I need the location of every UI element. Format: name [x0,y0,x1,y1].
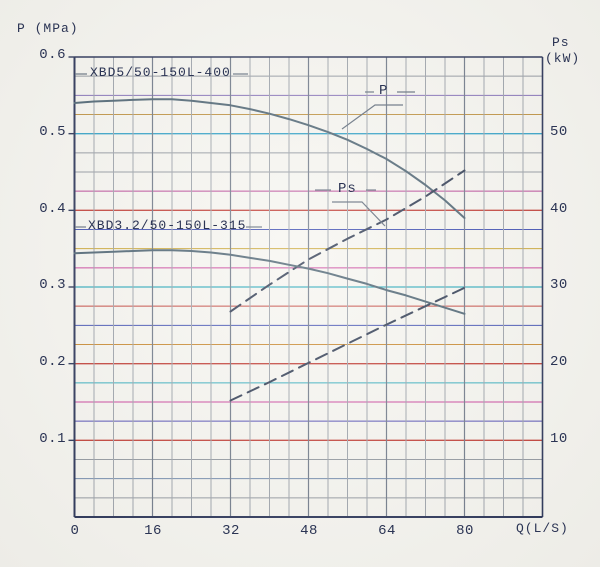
left-tick-0.4: 0.4 [39,201,66,217]
right-tick-20: 20 [550,354,568,370]
leader-line [341,104,403,130]
right-tick-50: 50 [550,124,568,140]
x-tick-64: 64 [378,523,396,539]
x-tick-0: 0 [70,523,80,539]
right-axis-title-line2: (kW) [545,51,581,66]
left-tick-0.2: 0.2 [39,354,66,370]
p-curve-callout-label: P [379,83,389,99]
x-axis-title: Q(L/S) [516,521,569,536]
left-tick-0.5: 0.5 [39,124,66,140]
x-tick-32: 32 [222,523,240,539]
curve-xbd32-p [73,249,466,315]
x-tick-48: 48 [300,523,318,539]
x-tick-16: 16 [144,523,162,539]
left-tick-0.1: 0.1 [39,431,66,447]
ps-curve-callout-label: Ps [338,181,357,197]
leader-line [332,201,386,227]
x-tick-80: 80 [456,523,474,539]
model-label-xbd5: XBD5/50-150L-400 [90,65,231,80]
left-tick-0.3: 0.3 [39,277,66,293]
right-axis-title-line1: Ps [552,35,570,50]
right-tick-40: 40 [550,201,568,217]
curve-xbd32-ps [229,286,466,402]
right-tick-10: 10 [550,431,568,447]
left-axis-title: P (MPa) [17,21,79,36]
left-tick-0.6: 0.6 [39,47,66,63]
model-label-xbd32: XBD3.2/50-150L-315 [88,218,247,233]
curve-xbd5-p [73,98,466,219]
right-tick-30: 30 [550,277,568,293]
curve-xbd5-ps [229,169,466,313]
